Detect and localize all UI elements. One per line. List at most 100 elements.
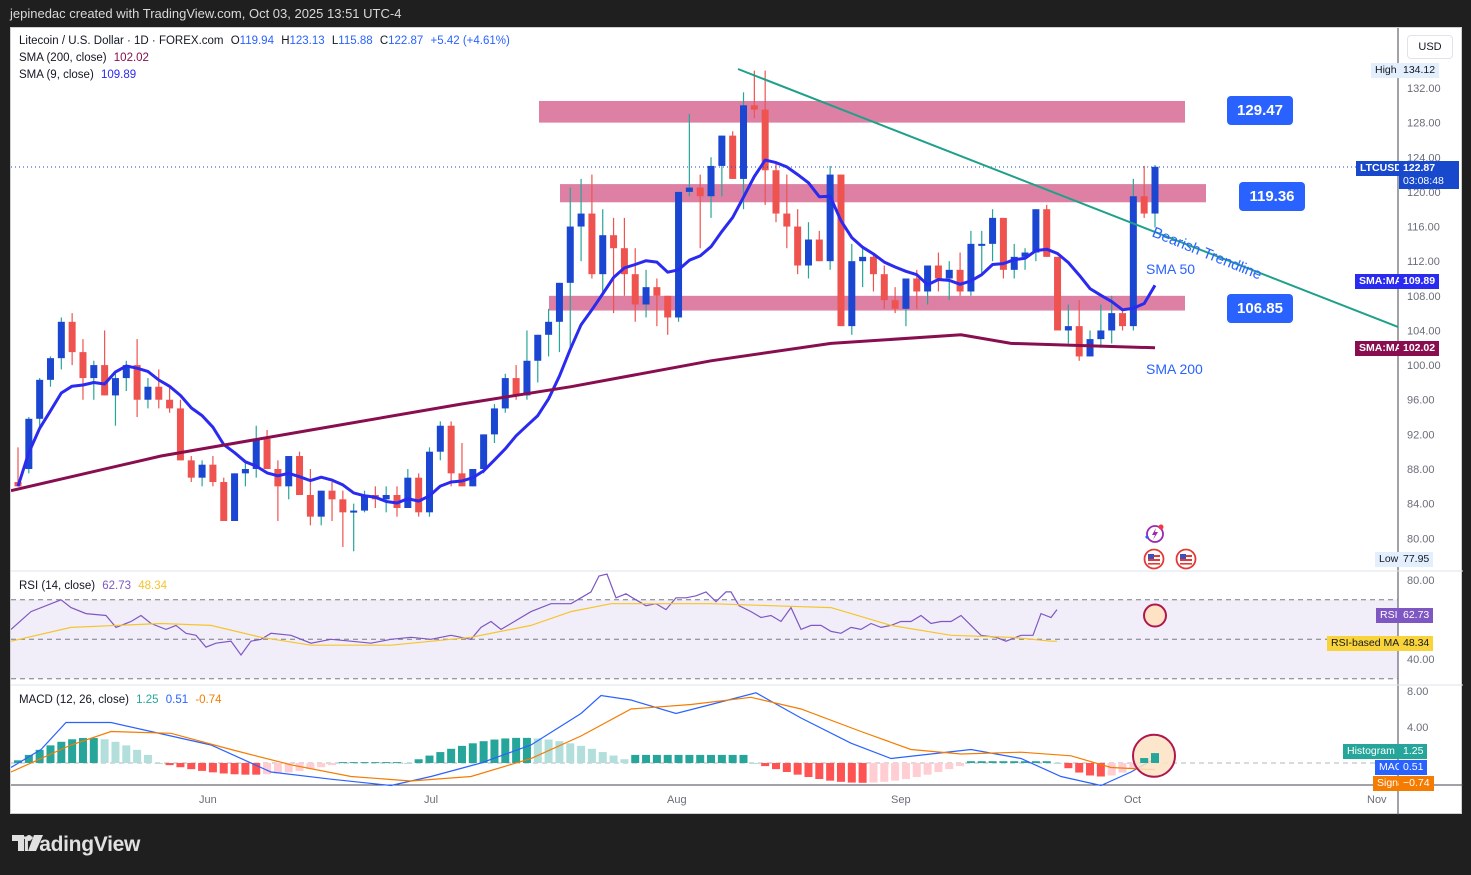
time-label-jun: Jun xyxy=(199,794,217,806)
sma9-legend[interactable]: SMA (9, close) 109.89 xyxy=(19,69,136,81)
us-flag-event-icon[interactable] xyxy=(1143,548,1165,570)
high-value-tag: 134.12 xyxy=(1399,63,1440,78)
macd-histogram-bar xyxy=(230,763,239,775)
rsi-line xyxy=(11,573,1058,657)
lightning-event-icon[interactable] xyxy=(1142,522,1166,546)
macd-histogram-bar xyxy=(143,754,152,763)
macd-histogram-bar xyxy=(393,762,401,764)
rsi-ma-value: 48.34 xyxy=(138,580,168,592)
sma50-label[interactable]: SMA 50 xyxy=(1146,261,1196,277)
macd-histogram-bar xyxy=(577,745,586,763)
macd-histogram-bar xyxy=(945,763,954,770)
macd-histogram-bar xyxy=(663,754,672,763)
macd-histogram-bar xyxy=(24,754,33,763)
macd-histogram-bar xyxy=(544,739,553,763)
symbol-title: Litecoin / U.S. Dollar · 1D · FOREX.com xyxy=(19,35,224,47)
symbol-legend: Litecoin / U.S. Dollar · 1D · FOREX.com … xyxy=(19,35,510,47)
candle-body xyxy=(512,378,520,396)
candle-body xyxy=(566,226,574,283)
sma9-label: SMA (9, close) xyxy=(19,69,94,81)
macd-histogram-bar xyxy=(198,763,207,771)
sma200-legend[interactable]: SMA (200, close) 102.02 xyxy=(19,52,149,64)
support-resistance-zone xyxy=(549,295,1185,311)
level-badge-119[interactable]: 119.36 xyxy=(1239,182,1305,211)
macd-histogram-bar xyxy=(815,763,824,780)
candle-body xyxy=(415,477,423,513)
macd-histogram-bar xyxy=(772,763,780,770)
candle-body xyxy=(1021,252,1029,257)
level-badge-129[interactable]: 129.47 xyxy=(1227,96,1293,125)
macd-tick: 8.00 xyxy=(1407,686,1428,698)
chart-canvas[interactable]: 132.00128.00124.00120.00116.00112.00108.… xyxy=(11,28,1463,815)
low-value-tag: 77.95 xyxy=(1399,552,1434,567)
low-tag: Low xyxy=(1375,552,1403,567)
candle-body xyxy=(480,434,488,470)
candle-body xyxy=(198,464,206,478)
bearish-trendline xyxy=(737,68,1399,328)
macd-histogram-bar xyxy=(620,759,629,763)
macd-histogram-bar xyxy=(57,741,66,763)
close-label: C xyxy=(379,35,389,47)
macd-histogram-bar xyxy=(522,737,531,763)
candle-body xyxy=(685,187,693,192)
macd-histogram-bar xyxy=(555,741,564,763)
macd-histogram-bar xyxy=(728,754,737,763)
tradingview-logo[interactable]: TradingView xyxy=(12,833,140,857)
candle-body xyxy=(1108,313,1116,331)
candle-body xyxy=(144,386,152,400)
price-tick: 120.00 xyxy=(1407,187,1441,199)
sma200-axis-tag: SMA:MA xyxy=(1355,341,1407,356)
macd-histogram-bar xyxy=(717,754,726,763)
open-value: 119.94 xyxy=(239,35,274,47)
change-value: +5.42 (+4.61%) xyxy=(430,35,510,47)
macd-hist-value: 1.25 xyxy=(136,694,159,706)
candle-body xyxy=(989,217,997,244)
macd-histogram-bar xyxy=(836,763,845,782)
macd-histogram-bar xyxy=(317,763,326,768)
candle-body xyxy=(696,187,704,197)
macd-histogram-bar xyxy=(988,761,997,763)
candle-body xyxy=(90,365,98,379)
macd-histogram-bar xyxy=(858,763,867,783)
macd-histogram-bar xyxy=(1075,763,1084,773)
candle-body xyxy=(837,174,845,327)
candle-body xyxy=(523,360,531,396)
candle-body xyxy=(133,365,141,400)
macd-histogram-bar xyxy=(533,738,542,763)
candle-body xyxy=(252,438,260,470)
price-tick: 104.00 xyxy=(1407,325,1441,337)
currency-button[interactable]: USD xyxy=(1407,35,1453,59)
candle-body xyxy=(404,477,412,508)
macd-histogram-bar xyxy=(912,763,921,778)
macd-histogram-bar xyxy=(566,743,575,763)
sma200-label: SMA (200, close) xyxy=(19,52,107,64)
macd-histogram-bar xyxy=(284,763,293,773)
macd-histogram-bar xyxy=(349,762,358,764)
price-tick: 84.00 xyxy=(1407,499,1435,511)
candle-body xyxy=(599,235,607,275)
macd-histogram-bar xyxy=(273,763,282,774)
candle-body xyxy=(577,213,585,227)
time-label-aug: Aug xyxy=(667,794,687,806)
rsi-legend[interactable]: RSI (14, close) 62.73 48.34 xyxy=(19,580,167,592)
macd-legend[interactable]: MACD (12, 26, close) 1.25 0.51 -0.74 xyxy=(19,694,222,706)
sma9-line xyxy=(16,158,1157,505)
sma200-annotation-label[interactable]: SMA 200 xyxy=(1146,361,1203,377)
macd-histogram-bar xyxy=(219,763,228,774)
us-flag-event-icon-2[interactable] xyxy=(1175,548,1197,570)
level-badge-106[interactable]: 106.85 xyxy=(1227,294,1293,323)
candle-body xyxy=(1075,326,1083,357)
candle-body xyxy=(57,321,65,359)
candle-body xyxy=(718,135,726,166)
candle-body xyxy=(36,379,44,419)
candle-body xyxy=(902,278,910,309)
macd-histogram-bar xyxy=(587,748,596,763)
macd-signal-value: -0.74 xyxy=(195,694,222,706)
rsi-highlight-circle xyxy=(1143,603,1167,628)
macd-histogram-bar xyxy=(901,763,910,780)
sma9-axis-value: 109.89 xyxy=(1399,274,1440,289)
macd-histogram-bar xyxy=(1096,763,1105,777)
macd-histogram-bar xyxy=(122,745,131,763)
candle-body xyxy=(317,490,325,517)
sma200-value: 102.02 xyxy=(113,52,149,64)
